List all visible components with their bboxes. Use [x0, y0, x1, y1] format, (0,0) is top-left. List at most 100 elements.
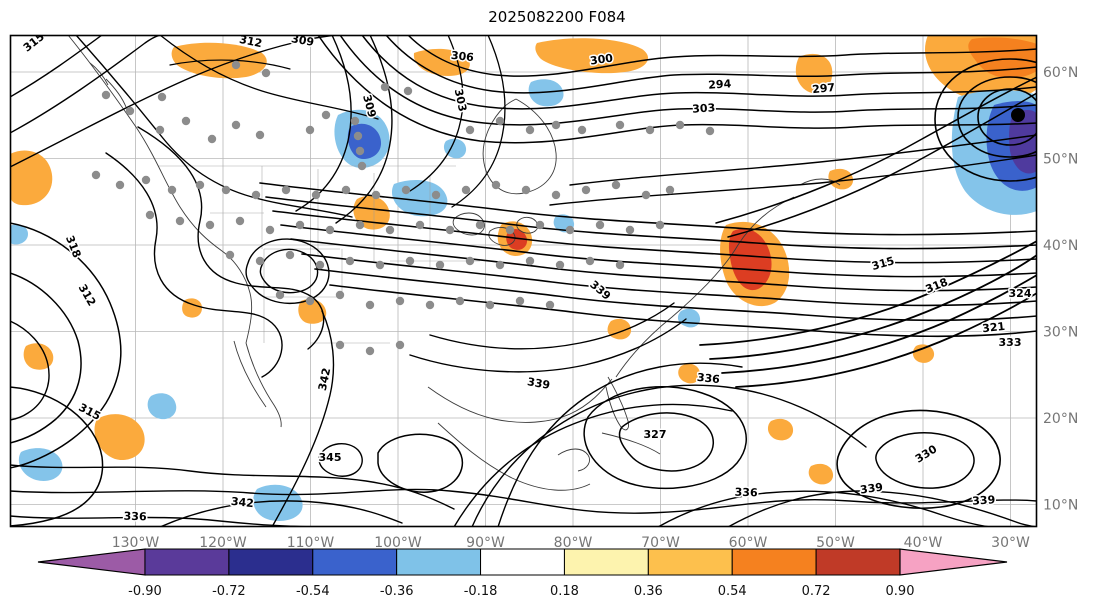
y-axis-tick-label: 20°N: [1043, 411, 1078, 427]
station-marker: [505, 225, 515, 235]
contour-line: [429, 302, 675, 350]
y-axis-tick-label: 40°N: [1043, 238, 1078, 254]
station-marker: [155, 125, 165, 135]
colorbar-segment: [396, 548, 482, 576]
contour-label: 339: [587, 278, 613, 303]
station-marker: [551, 190, 561, 200]
contour-line: [583, 386, 747, 490]
station-marker: [255, 256, 265, 266]
contour-line: [875, 431, 975, 489]
x-axis-tick-label: 70°W: [641, 535, 680, 551]
colorbar-tick-label: 0.90: [886, 584, 915, 599]
station-marker: [145, 210, 155, 220]
station-marker: [465, 256, 475, 266]
contour-label: 327: [644, 428, 667, 441]
station-marker: [521, 185, 531, 195]
contour-line: [549, 154, 1037, 206]
station-marker: [395, 340, 405, 350]
contour-label: 318: [63, 234, 84, 260]
contour-label: 300: [589, 51, 614, 67]
colorbar-tick-label: -0.54: [296, 584, 330, 599]
contour-label: 306: [450, 49, 475, 64]
contour-line: [10, 222, 122, 469]
contour-label: 339: [859, 480, 884, 496]
contour-line: [715, 76, 1037, 224]
contour-label: 336: [696, 371, 721, 386]
station-marker: [581, 185, 591, 195]
contour-line: [657, 490, 991, 527]
station-marker: [205, 220, 215, 230]
contour-line: [259, 248, 319, 294]
station-marker: [461, 185, 471, 195]
coastline: [67, 35, 253, 344]
station-marker: [665, 185, 675, 195]
contour-line: [105, 152, 283, 378]
figure-title: 2025082200 F084: [488, 8, 625, 26]
station-marker: [181, 116, 191, 126]
contour-line: [377, 433, 463, 493]
x-axis-tick-label: 120°W: [199, 535, 247, 551]
shaded-region: [10, 224, 28, 245]
station-marker: [403, 86, 413, 96]
station-marker: [295, 220, 305, 230]
contour-line: [735, 292, 1037, 388]
colorbar-segment: [312, 548, 398, 576]
coastline: [615, 196, 795, 378]
station-marker: [401, 185, 411, 195]
shaded-region: [808, 463, 834, 485]
station-marker: [495, 260, 505, 270]
contour-label: 342: [316, 367, 333, 392]
station-marker: [465, 125, 475, 135]
colorbar-tick-label: -0.18: [464, 584, 498, 599]
contour-line: [407, 35, 1037, 77]
contour-label: 345: [319, 451, 342, 464]
station-marker: [615, 120, 625, 130]
station-marker: [555, 260, 565, 270]
colorbar-tick-label: 0.54: [718, 584, 747, 599]
contour-label: 321: [982, 320, 1006, 335]
station-marker: [525, 256, 535, 266]
station-marker: [535, 220, 545, 230]
station-marker: [641, 190, 651, 200]
x-axis-tick-label: 130°W: [112, 535, 160, 551]
contour-label: 330: [913, 442, 940, 465]
coastline: [488, 227, 516, 246]
station-marker: [305, 125, 315, 135]
contour-line: [727, 92, 1037, 238]
contour-label: 303: [692, 101, 716, 116]
station-marker: [285, 250, 295, 260]
contour-line: [280, 224, 1037, 278]
station-marker: [515, 296, 525, 306]
station-marker: [495, 116, 505, 126]
station-marker: [315, 260, 325, 270]
station-marker: [207, 134, 217, 144]
coastline: [557, 448, 590, 472]
contour-label: 318: [924, 275, 950, 296]
coastline: [601, 432, 661, 455]
shaded-region: [678, 363, 701, 384]
station-marker: [585, 256, 595, 266]
shaded-region: [443, 138, 467, 159]
station-marker: [675, 120, 685, 130]
station-marker: [431, 190, 441, 200]
colorbar: -0.90 -0.72 -0.54 -0.36 -0.18 0.18 0.36 0.54 0.7…: [37, 548, 1008, 599]
contour-label: 336: [734, 486, 758, 500]
coastline: [105, 78, 127, 108]
colorbar-tick-label: 0.72: [802, 584, 831, 599]
contour-line: [10, 35, 103, 98]
contour-label: 297: [812, 81, 836, 96]
contour-line: [272, 210, 1037, 264]
colorbar-segment: [731, 548, 817, 576]
contour-line: [259, 182, 1037, 236]
station-marker: [261, 68, 271, 78]
station-marker: [435, 260, 445, 270]
station-marker: [455, 296, 465, 306]
contour-line: [314, 268, 1037, 322]
x-axis-tick-label: 50°W: [816, 535, 855, 551]
contour-line: [721, 274, 1037, 374]
station-marker: [525, 125, 535, 135]
station-marker: [385, 225, 395, 235]
station-marker: [311, 190, 321, 200]
station-marker: [221, 185, 231, 195]
